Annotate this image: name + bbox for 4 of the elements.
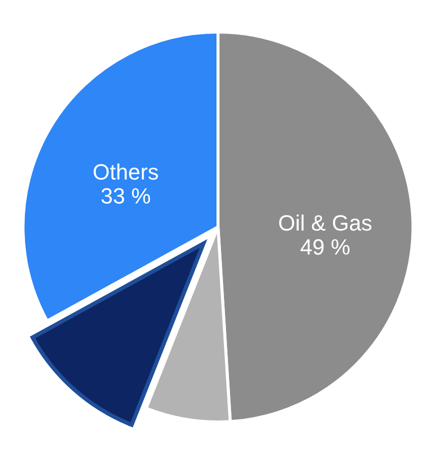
slice-label: Oil & Gas — [278, 210, 372, 236]
slice-label: Others — [92, 159, 159, 184]
data-label: 33 % — [100, 183, 151, 208]
data-label: 49 % — [300, 234, 350, 260]
